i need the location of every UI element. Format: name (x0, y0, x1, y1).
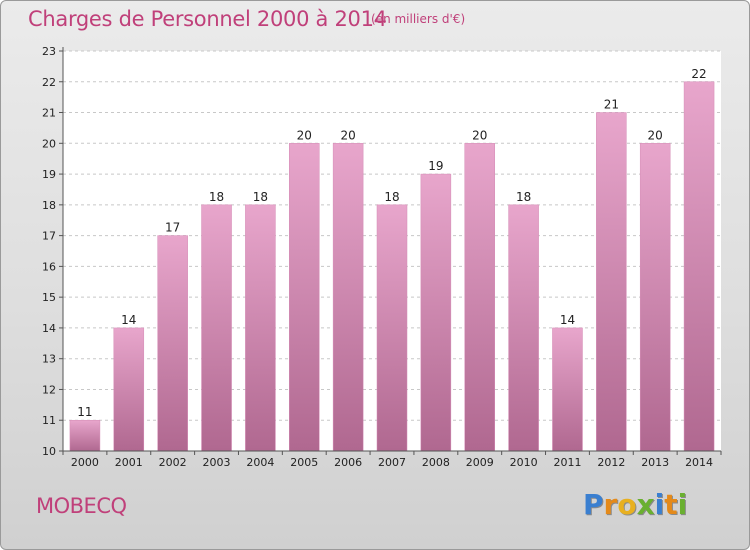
logo-letter: i (677, 488, 688, 521)
y-tick-label: 12 (42, 383, 56, 396)
x-tick-label: 2007 (378, 456, 406, 469)
data-label: 18 (209, 190, 224, 204)
y-tick-label: 17 (42, 230, 56, 243)
logo-letter: o (617, 488, 637, 521)
bar (245, 204, 276, 452)
data-label: 18 (253, 190, 268, 204)
data-label: 20 (648, 128, 663, 142)
y-tick-label: 16 (42, 260, 56, 273)
data-label: 18 (384, 190, 399, 204)
y-tick-label: 22 (42, 76, 56, 89)
bar (201, 204, 232, 452)
bar (332, 143, 364, 452)
bar (113, 327, 145, 452)
bar (69, 419, 101, 452)
logo-letter: t (664, 488, 678, 521)
data-label: 21 (604, 98, 619, 112)
x-tick-label: 2008 (422, 456, 450, 469)
bar (289, 143, 320, 452)
proxiti-logo: Proxiti (583, 488, 687, 521)
place-name: MOBECQ (36, 494, 127, 518)
x-tick-label: 2001 (115, 456, 143, 469)
x-tick-label: 2009 (466, 456, 494, 469)
x-tick-label: 2014 (685, 456, 713, 469)
data-label: 20 (297, 128, 312, 142)
x-tick-label: 2005 (290, 456, 318, 469)
y-tick-label: 19 (42, 168, 56, 181)
bar (420, 173, 452, 452)
y-tick-label: 23 (42, 45, 56, 58)
data-label: 17 (165, 221, 180, 235)
x-tick-label: 2003 (203, 456, 231, 469)
data-label: 19 (428, 159, 443, 173)
data-label: 14 (560, 313, 575, 327)
y-tick-label: 13 (42, 353, 56, 366)
x-tick-label: 2006 (334, 456, 362, 469)
chart-title: Charges de Personnel 2000 à 2014 (28, 7, 387, 31)
x-tick-label: 2012 (597, 456, 625, 469)
bar (376, 204, 408, 452)
x-tick-label: 2010 (510, 456, 538, 469)
logo-letter: P (583, 488, 604, 521)
data-label: 18 (516, 190, 531, 204)
y-tick-label: 15 (42, 291, 56, 304)
bar (596, 112, 627, 452)
logo-letter: x (636, 488, 655, 521)
y-tick-label: 11 (42, 414, 56, 427)
bar (157, 235, 188, 452)
data-label: 14 (121, 313, 136, 327)
y-tick-label: 21 (42, 107, 56, 120)
x-tick-label: 2004 (246, 456, 274, 469)
y-tick-label: 18 (42, 199, 56, 212)
data-label: 11 (77, 405, 92, 419)
y-tick-label: 14 (42, 322, 56, 335)
x-tick-label: 2013 (641, 456, 669, 469)
bar (552, 327, 583, 452)
x-tick-label: 2011 (553, 456, 581, 469)
data-label: 20 (340, 128, 355, 142)
logo-letter: r (603, 488, 618, 521)
bar (508, 204, 539, 452)
bar (683, 81, 715, 452)
bar (639, 143, 671, 452)
logo-letter: i (654, 488, 665, 521)
x-tick-label: 2002 (159, 456, 187, 469)
y-tick-label: 20 (42, 137, 56, 150)
x-tick-label: 2000 (71, 456, 99, 469)
data-label: 20 (472, 128, 487, 142)
bar (464, 143, 495, 452)
data-label: 22 (691, 67, 706, 81)
y-tick-label: 10 (42, 445, 56, 458)
chart-subtitle: (en milliers d'€) (371, 12, 466, 26)
